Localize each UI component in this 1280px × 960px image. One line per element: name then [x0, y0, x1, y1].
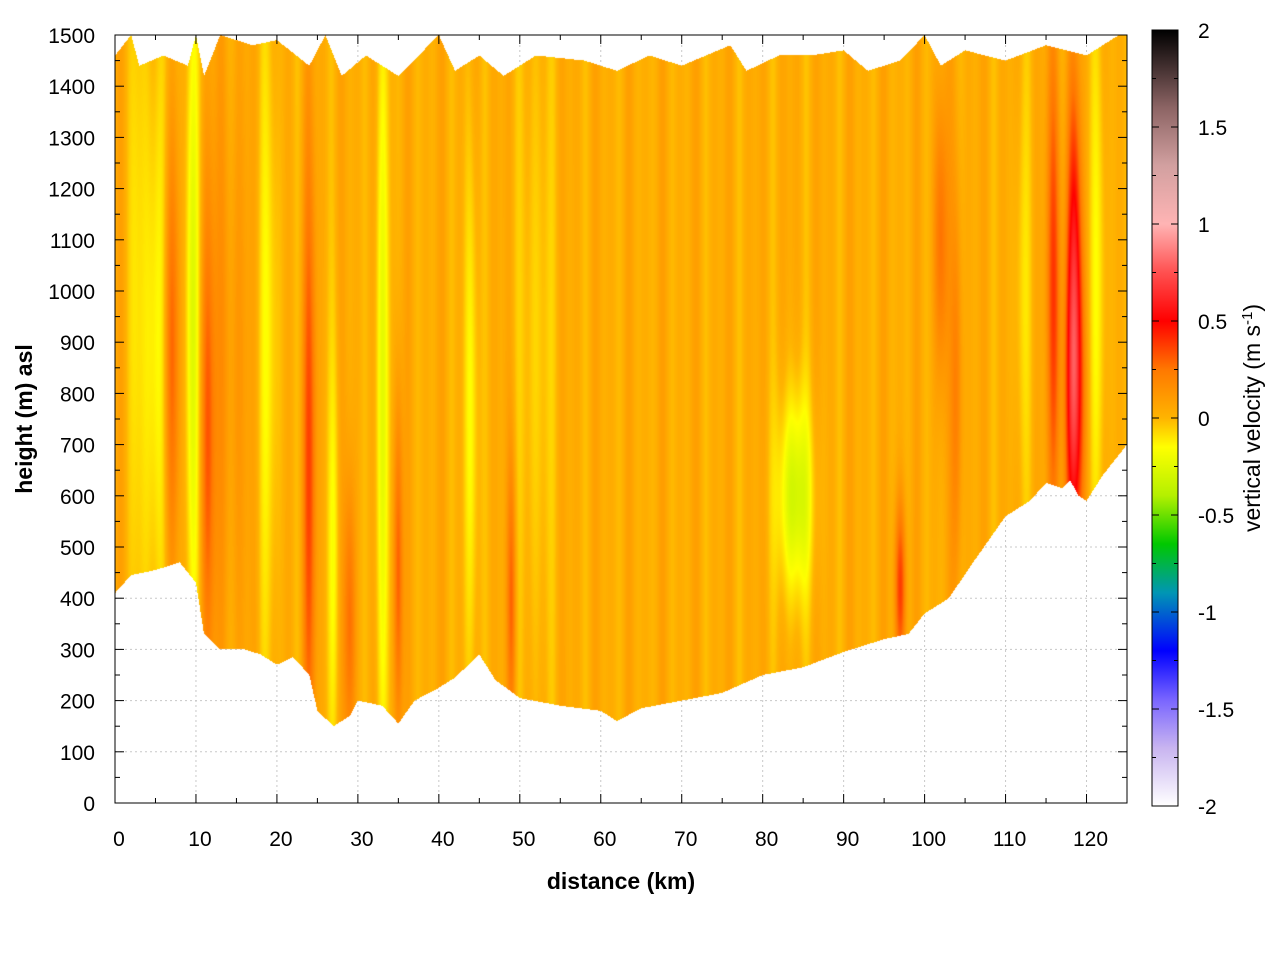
x-tick-label: 60	[593, 828, 616, 851]
y-tick-label: 800	[60, 383, 95, 406]
x-tick-label: 20	[269, 828, 292, 851]
y-tick-label: 100	[60, 742, 95, 765]
colorbar-tick-label: -1	[1198, 602, 1217, 625]
colorbar-title: vertical velocity (m s-1)	[1239, 304, 1265, 532]
colorbar: 2 1.5 1 0.5 0 -0.5 -1 -1.5 -2 vertical velocity …	[1151, 20, 1265, 819]
x-axis: 0 10 20 30 40 50 60 70 80 90 100 110 120	[113, 35, 1108, 851]
y-tick-label: 900	[60, 332, 95, 355]
colorbar-tick-label: 0	[1198, 408, 1210, 431]
y-tick-label: 300	[60, 639, 95, 662]
y-tick-label: 500	[60, 537, 95, 560]
heatmap-field	[115, 35, 1127, 803]
x-axis-title: distance (km)	[547, 868, 695, 894]
colorbar-tick-label: 2	[1198, 20, 1210, 43]
colorbar-ticks: 2 1.5 1 0.5 0 -0.5 -1 -1.5 -2	[1152, 20, 1234, 819]
y-tick-label: 1300	[48, 127, 95, 150]
x-tick-label: 10	[188, 828, 211, 851]
x-tick-label: 100	[911, 828, 946, 851]
colorbar-tick-label: -1.5	[1198, 699, 1234, 722]
x-tick-label: 70	[674, 828, 697, 851]
colorbar-tick-label: -0.5	[1198, 505, 1234, 528]
colorbar-title-sup: -1	[1239, 312, 1256, 325]
x-tick-label: 80	[755, 828, 778, 851]
y-tick-label: 400	[60, 588, 95, 611]
x-tick-label: 120	[1073, 828, 1108, 851]
y-tick-label: 600	[60, 486, 95, 509]
colorbar-tick-label: 1	[1198, 214, 1210, 237]
x-tick-label: 110	[993, 828, 1026, 851]
y-tick-label: 1400	[48, 76, 95, 99]
y-tick-label: 1000	[48, 281, 95, 304]
y-axis: 0 100 200 300 400 500 600 700 800 900 1000 1100 1200…	[48, 25, 1127, 816]
x-tick-label: 0	[113, 828, 125, 851]
x-tick-label: 50	[512, 828, 535, 851]
x-tick-label: 30	[350, 828, 373, 851]
y-tick-label: 1500	[48, 25, 95, 48]
x-tick-label: 90	[836, 828, 859, 851]
colorbar-tick-label: 0.5	[1198, 311, 1227, 334]
colorbar-title-main: vertical velocity (m s	[1239, 325, 1265, 532]
y-tick-label: 0	[83, 793, 95, 816]
y-axis-title: height (m) asl	[11, 344, 37, 494]
colorbar-tick-label: 1.5	[1198, 117, 1227, 140]
colorbar-tick-label: -2	[1198, 796, 1217, 819]
x-tick-label: 40	[431, 828, 454, 851]
y-tick-label: 1100	[50, 230, 95, 253]
y-tick-label: 1200	[48, 179, 95, 202]
colorbar-title-close: )	[1239, 304, 1265, 312]
y-tick-label: 700	[60, 435, 95, 458]
y-tick-label: 200	[60, 691, 95, 714]
